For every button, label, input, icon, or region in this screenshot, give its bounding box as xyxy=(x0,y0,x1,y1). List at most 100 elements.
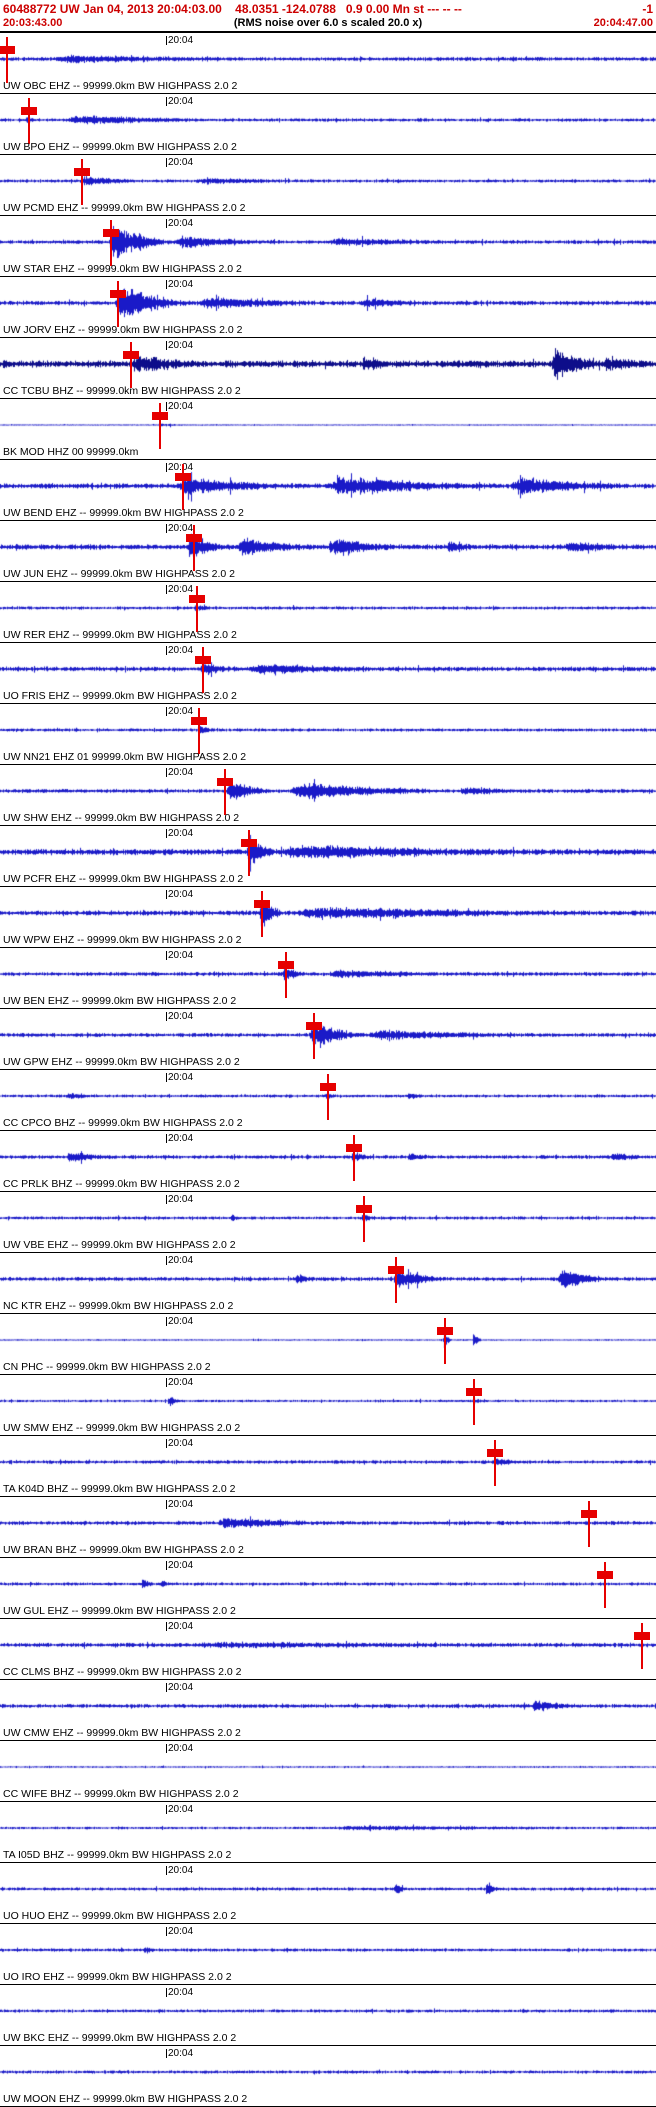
pick-flag[interactable] xyxy=(195,656,211,664)
minute-tick: 20:04 xyxy=(166,1988,193,1998)
waveform-canvas[interactable] xyxy=(0,460,656,520)
waveform-canvas[interactable] xyxy=(0,1924,656,1984)
pick-marker[interactable] xyxy=(20,94,37,154)
pick-marker[interactable] xyxy=(151,399,168,459)
waveform-canvas[interactable] xyxy=(0,1741,656,1801)
window-start-time: 20:03:43.00 xyxy=(3,17,63,29)
minute-tick: 20:04 xyxy=(166,890,193,900)
pick-flag[interactable] xyxy=(388,1266,404,1274)
pick-flag[interactable] xyxy=(175,473,191,481)
pick-flag[interactable] xyxy=(186,534,202,542)
pick-flag[interactable] xyxy=(581,1510,597,1518)
pick-flag[interactable] xyxy=(241,839,257,847)
waveform-canvas[interactable] xyxy=(0,1009,656,1069)
pick-flag[interactable] xyxy=(21,107,37,115)
pick-flag[interactable] xyxy=(597,1571,613,1579)
pick-marker[interactable] xyxy=(102,216,119,276)
pick-marker[interactable] xyxy=(0,33,15,93)
pick-marker[interactable] xyxy=(73,155,90,215)
pick-marker[interactable] xyxy=(387,1253,404,1313)
waveform-canvas[interactable] xyxy=(0,1131,656,1191)
waveform-canvas[interactable] xyxy=(0,399,656,459)
pick-flag[interactable] xyxy=(254,900,270,908)
waveform-canvas[interactable] xyxy=(0,1253,656,1313)
waveform-canvas[interactable] xyxy=(0,94,656,154)
pick-flag[interactable] xyxy=(0,46,15,54)
pick-marker[interactable] xyxy=(633,1619,650,1679)
waveform-canvas[interactable] xyxy=(0,826,656,886)
minute-tick-label: 20:04 xyxy=(168,584,194,595)
waveform-canvas[interactable] xyxy=(0,887,656,947)
pick-marker[interactable] xyxy=(465,1375,482,1435)
pick-flag[interactable] xyxy=(74,168,90,176)
waveform-canvas[interactable] xyxy=(0,1375,656,1435)
waveform-canvas[interactable] xyxy=(0,1619,656,1679)
pick-marker[interactable] xyxy=(277,948,294,1008)
pick-marker[interactable] xyxy=(596,1558,613,1618)
waveform-canvas[interactable] xyxy=(0,1863,656,1923)
pick-flag[interactable] xyxy=(356,1205,372,1213)
waveform-canvas[interactable] xyxy=(0,33,656,93)
pick-marker[interactable] xyxy=(319,1070,336,1130)
pick-flag[interactable] xyxy=(189,595,205,603)
pick-flag[interactable] xyxy=(320,1083,336,1091)
waveform-canvas[interactable] xyxy=(0,277,656,337)
minute-tick-mark-icon xyxy=(166,1012,167,1021)
rms-scale-note: (RMS noise over 6.0 s scaled 20.0 x) xyxy=(233,17,423,29)
pick-marker[interactable] xyxy=(345,1131,362,1191)
waveform-canvas[interactable] xyxy=(0,521,656,581)
pick-marker[interactable] xyxy=(305,1009,322,1069)
pick-flag[interactable] xyxy=(278,961,294,969)
pick-marker[interactable] xyxy=(240,826,257,886)
pick-marker[interactable] xyxy=(355,1192,372,1252)
waveform-canvas[interactable] xyxy=(0,643,656,703)
pick-flag[interactable] xyxy=(466,1388,482,1396)
pick-flag[interactable] xyxy=(110,290,126,298)
pick-marker[interactable] xyxy=(190,704,207,764)
pick-flag[interactable] xyxy=(217,778,233,786)
pick-flag[interactable] xyxy=(306,1022,322,1030)
trace-row: 20:04 UW STAR EHZ -- 99999.0km BW HIGHPA… xyxy=(0,216,656,277)
waveform-canvas[interactable] xyxy=(0,1192,656,1252)
waveform-canvas[interactable] xyxy=(0,582,656,642)
pick-marker[interactable] xyxy=(486,1436,503,1496)
waveform-canvas[interactable] xyxy=(0,1314,656,1374)
pick-flag[interactable] xyxy=(191,717,207,725)
minute-tick-label: 20:04 xyxy=(168,218,194,229)
pick-flag[interactable] xyxy=(487,1449,503,1457)
pick-marker[interactable] xyxy=(216,765,233,825)
waveform-canvas[interactable] xyxy=(0,1802,656,1862)
waveform-canvas[interactable] xyxy=(0,155,656,215)
pick-flag[interactable] xyxy=(437,1327,453,1335)
minute-tick-label: 20:04 xyxy=(168,1621,194,1632)
pick-marker[interactable] xyxy=(109,277,126,337)
waveform-canvas[interactable] xyxy=(0,1985,656,2045)
station-label: UO FRIS EHZ -- 99999.0km BW HIGHPASS 2.0… xyxy=(3,690,237,702)
pick-flag[interactable] xyxy=(123,351,139,359)
pick-marker[interactable] xyxy=(188,582,205,642)
station-label: UO HUO EHZ -- 99999.0km BW HIGHPASS 2.0 … xyxy=(3,1910,237,1922)
waveform-canvas[interactable] xyxy=(0,1436,656,1496)
waveform-canvas[interactable] xyxy=(0,216,656,276)
pick-marker[interactable] xyxy=(253,887,270,947)
waveform-canvas[interactable] xyxy=(0,1558,656,1618)
pick-marker[interactable] xyxy=(194,643,211,703)
pick-marker[interactable] xyxy=(185,521,202,581)
waveform-canvas[interactable] xyxy=(0,1497,656,1557)
pick-flag[interactable] xyxy=(634,1632,650,1640)
pick-marker[interactable] xyxy=(174,460,191,520)
waveform-canvas[interactable] xyxy=(0,338,656,398)
pick-flag[interactable] xyxy=(103,229,119,237)
waveform-canvas[interactable] xyxy=(0,704,656,764)
pick-line xyxy=(353,1135,355,1181)
pick-flag[interactable] xyxy=(346,1144,362,1152)
pick-marker[interactable] xyxy=(122,338,139,398)
pick-marker[interactable] xyxy=(436,1314,453,1374)
pick-flag[interactable] xyxy=(152,412,168,420)
pick-marker[interactable] xyxy=(580,1497,597,1557)
trace-row: 20:04 NC KTR EHZ -- 99999.0km BW HIGHPAS… xyxy=(0,1253,656,1314)
waveform-canvas[interactable] xyxy=(0,948,656,1008)
waveform-canvas[interactable] xyxy=(0,765,656,825)
station-label: UW MOON EHZ -- 99999.0km BW HIGHPASS 2.0… xyxy=(3,2093,248,2105)
waveform-canvas[interactable] xyxy=(0,1680,656,1740)
